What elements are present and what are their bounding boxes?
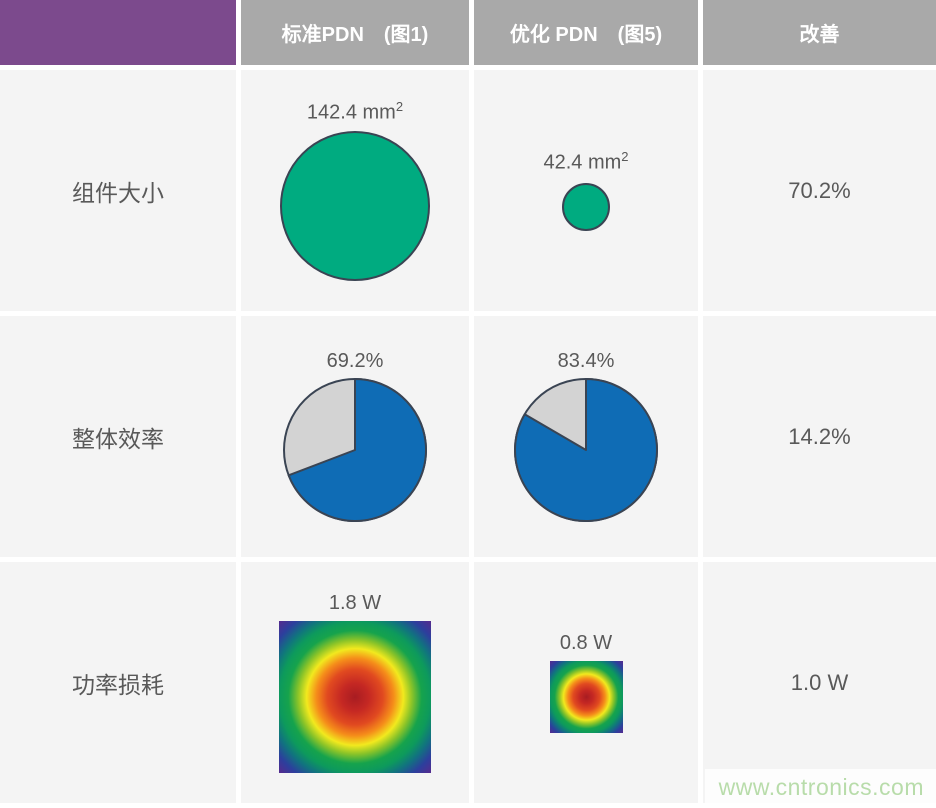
row-power-label: 功率损耗 xyxy=(72,671,164,698)
size-standard-value: 142.4 mm2 xyxy=(307,100,403,124)
row-power-label-cell: 功率损耗 xyxy=(0,562,236,803)
header-improvement-label: 改善 xyxy=(799,24,840,46)
header-standard-pdn-label: 标准PDN (图1) xyxy=(281,24,429,46)
efficiency-optimized-pie xyxy=(513,377,659,523)
size-standard-circle xyxy=(280,130,430,281)
row-power-improvement-cell: 1.0 W xyxy=(703,562,936,803)
header-corner-cell xyxy=(0,0,236,65)
row-power-standard-cell: 1.8 W xyxy=(241,562,469,803)
power-standard-value: 1.8 W xyxy=(328,592,382,614)
power-optimized-heatmap xyxy=(549,661,623,733)
size-optimized-value-sup: 2 xyxy=(621,149,629,165)
header-improvement: 改善 xyxy=(703,0,936,65)
power-improvement-value: 1.0 W xyxy=(790,669,849,695)
pie-efficiency-slice xyxy=(287,378,427,522)
size-optimized-value: 42.4 mm2 xyxy=(543,150,628,174)
row-efficiency-label-cell: 整体效率 xyxy=(0,316,236,557)
efficiency-standard-value: 69.2% xyxy=(326,350,384,372)
header-standard-pdn: 标准PDN (图1) xyxy=(241,0,469,65)
row-size-improvement-cell: 70.2% xyxy=(703,70,936,311)
efficiency-optimized-value: 83.4% xyxy=(557,350,615,372)
row-efficiency-standard-cell: 69.2% xyxy=(241,316,469,557)
row-size-standard-cell: 142.4 mm2 xyxy=(241,70,469,311)
size-optimized-circle xyxy=(562,182,610,231)
size-improvement-value: 70.2% xyxy=(788,177,851,203)
header-optimized-pdn-label: 优化 PDN (图5) xyxy=(509,24,663,46)
efficiency-standard-pie xyxy=(282,377,428,523)
row-size-label: 组件大小 xyxy=(72,179,164,206)
row-efficiency-label: 整体效率 xyxy=(72,425,164,452)
row-power-optimized-cell: 0.8 W xyxy=(474,562,698,803)
row-efficiency-improvement-cell: 14.2% xyxy=(703,316,936,557)
efficiency-improvement-value: 14.2% xyxy=(788,423,851,449)
size-optimized-value-text: 42.4 mm xyxy=(543,151,622,174)
row-efficiency-optimized-cell: 83.4% xyxy=(474,316,698,557)
header-optimized-pdn: 优化 PDN (图5) xyxy=(474,0,698,65)
power-optimized-value: 0.8 W xyxy=(559,632,613,654)
size-standard-value-sup: 2 xyxy=(395,99,404,115)
watermark: www.cntronics.com xyxy=(704,769,936,808)
power-standard-heatmap xyxy=(279,621,431,773)
row-size-optimized-cell: 42.4 mm2 xyxy=(474,70,698,311)
row-size-label-cell: 组件大小 xyxy=(0,70,236,311)
size-standard-value-text: 142.4 mm xyxy=(306,101,396,124)
pie-efficiency-slice xyxy=(514,378,658,522)
